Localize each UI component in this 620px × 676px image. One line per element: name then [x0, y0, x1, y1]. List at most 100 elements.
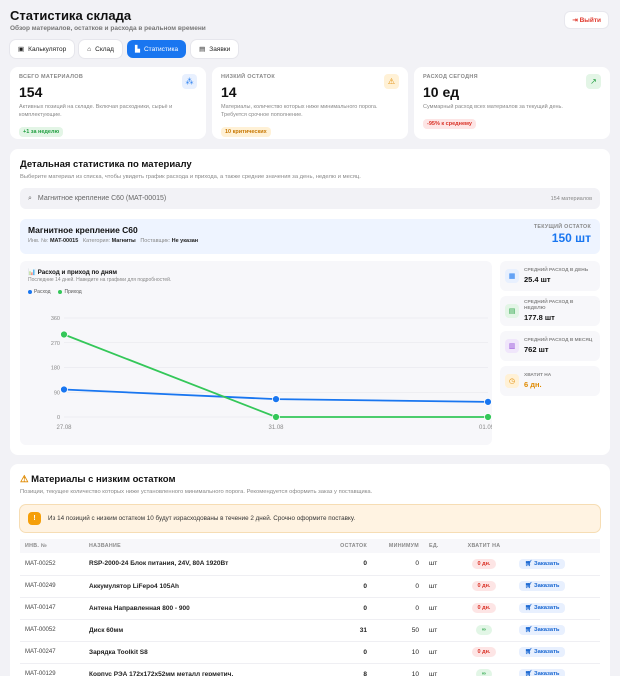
table-row[interactable]: MAT-00247 Зарядка Toolkit S8 0 10 шт 0 дн. 🛒︎ …: [20, 641, 600, 664]
clock-icon: ◷: [505, 374, 519, 388]
mini-stat-week: ▤ СРЕДНИЙ РАСХОД В НЕДЕЛЮ 177.8 шт: [500, 296, 600, 326]
stock-cell: 0: [324, 575, 372, 598]
table-row[interactable]: MAT-00052 Диск 60мм 31 50 шт ∞ 🛒︎ Заказать: [20, 619, 600, 642]
calculator-icon: ▣: [18, 46, 25, 53]
order-button[interactable]: 🛒︎ Заказать: [519, 603, 566, 613]
column-header[interactable]: НАЗВАНИЕ: [84, 539, 324, 553]
table-row[interactable]: MAT-00249 Аккумулятор LiFepo4 105Ah 0 0 шт 0 …: [20, 575, 600, 598]
action-cell: 🛒︎ Заказать: [514, 663, 600, 676]
table-row[interactable]: MAT-00129 Корпус РЭА 172x172x52мм металл …: [20, 663, 600, 676]
table-row[interactable]: MAT-00252 RSP-2000-24 Блок питания, 24V, …: [20, 553, 600, 576]
column-header[interactable]: ЕД.: [424, 539, 454, 553]
boxes-icon: ⁂: [182, 74, 197, 89]
stat-card-consumption: РАСХОД СЕГОДНЯ 10 ед Суммарный расход вс…: [414, 67, 610, 139]
table-header-row: ИНВ. № НАЗВАНИЕ ОСТАТОК МИНИМУМ ЕД. ХВАТ…: [20, 539, 600, 553]
name-cell: Зарядка Toolkit S8: [84, 641, 324, 664]
inv-cell: MAT-00247: [20, 641, 84, 664]
inv-cell: MAT-00249: [20, 575, 84, 598]
tab-statistics[interactable]: ▙ Статистика: [126, 40, 187, 58]
stat-description: Суммарный расход всех материалов за теку…: [423, 104, 563, 110]
order-button[interactable]: 🛒︎ Заказать: [519, 558, 566, 569]
logout-button[interactable]: ⇥ Выйти: [565, 12, 608, 28]
mini-stat-label: ХВАТИТ НА: [524, 373, 552, 379]
tab-bar: ▣ Калькулятор ⌂ Склад ▙ Статистика ▤ Зая…: [10, 40, 239, 58]
stock-cell: 0: [324, 641, 372, 664]
stat-pill: -95% к среднему: [423, 118, 476, 129]
order-label: Заказать: [533, 605, 560, 611]
calendar-day-icon: ▦: [505, 269, 519, 283]
cart-icon: 🛒︎: [525, 560, 534, 567]
stat-pill: 10 критических: [221, 126, 271, 137]
order-button[interactable]: 🛒︎ Заказать: [519, 647, 566, 657]
material-name: Магнитное крепление C60: [28, 225, 138, 235]
order-button[interactable]: 🛒︎ Заказать: [519, 625, 566, 635]
days-cell: 0 дн.: [454, 553, 514, 576]
page-header: Статистика склада Обзор материалов, оста…: [10, 8, 610, 36]
current-stock-label: ТЕКУЩИЙ ОСТАТОК: [533, 224, 591, 230]
days-badge: 0 дн.: [471, 647, 497, 657]
mini-stat-value: 25.4 шт: [524, 274, 551, 284]
action-cell: 🛒︎ Заказать: [514, 641, 600, 664]
column-header[interactable]: МИНИМУМ: [372, 539, 424, 553]
tab-label: Калькулятор: [28, 45, 67, 53]
calendar-week-icon: ▤: [505, 304, 519, 318]
stock-cell: 0: [324, 597, 372, 620]
name-cell: Антена Направленная 800 - 900: [84, 597, 324, 620]
order-label: Заказать: [533, 671, 560, 676]
days-cell: 0 дн.: [454, 575, 514, 598]
current-stock-value: 150 шт: [551, 231, 591, 245]
mini-stat-label: СРЕДНИЙ РАСХОД В МЕСЯЦ: [524, 338, 593, 344]
stock-cell: 0: [324, 553, 372, 576]
material-search-input[interactable]: ⌕ Магнитное крепление C60 (MAT-00015) 15…: [20, 188, 600, 209]
mini-stat-label: СРЕДНИЙ РАСХОД В НЕДЕЛЮ: [524, 300, 574, 311]
x-tick-label: 27.08: [56, 425, 72, 431]
tab-calculator[interactable]: ▣ Калькулятор: [10, 40, 75, 58]
stat-label: ВСЕГО МАТЕРИАЛОВ: [19, 74, 84, 80]
order-button[interactable]: 🛒︎ Заказать: [519, 581, 566, 591]
stat-value: 10 ед: [423, 84, 460, 100]
unit-cell: шт: [424, 597, 454, 620]
data-point: [60, 330, 68, 339]
tab-requests[interactable]: ▤ Заявки: [191, 40, 239, 58]
data-point: [60, 385, 68, 394]
mini-stat-day: ▦ СРЕДНИЙ РАСХОД В ДЕНЬ 25.4 шт: [500, 261, 600, 291]
trend-icon: ↗: [586, 74, 601, 89]
mini-stat-days-left: ◷ ХВАТИТ НА 6 дн.: [500, 366, 600, 396]
column-header[interactable]: ХВАТИТ НА: [454, 539, 514, 553]
mini-stat-label: СРЕДНИЙ РАСХОД В ДЕНЬ: [524, 268, 589, 274]
material-info-card: Магнитное крепление C60 Инв. №: MAT-0001…: [20, 219, 600, 254]
y-tick-label: 360: [51, 316, 60, 322]
warning-icon: ⚠: [384, 74, 399, 89]
legend-item-consumption[interactable]: Расход: [28, 289, 50, 295]
low-stock-section: ⚠ Материалы с низким остатком Позиции, т…: [10, 464, 610, 676]
chart-legend: Расход Приход: [28, 289, 82, 295]
order-label: Заказать: [533, 627, 560, 633]
order-button[interactable]: 🛒︎ Заказать: [519, 669, 566, 676]
days-cell: 0 дн.: [454, 641, 514, 664]
inv-cell: MAT-00052: [20, 619, 84, 642]
mini-stat-value: 762 шт: [524, 344, 549, 354]
stat-description: Активных позиций на складе. Включая расх…: [19, 104, 173, 118]
days-cell: ∞: [454, 619, 514, 642]
name-cell: Аккумулятор LiFepo4 105Ah: [84, 575, 324, 598]
warehouse-icon: ⌂: [87, 45, 92, 53]
y-tick-label: 0: [57, 415, 60, 421]
action-cell: 🛒︎ Заказать: [514, 619, 600, 642]
column-header[interactable]: ИНВ. №: [20, 539, 84, 553]
mini-stat-value: 177.8 шт: [524, 312, 555, 322]
column-header[interactable]: ОСТАТОК: [324, 539, 372, 553]
x-tick-label: 01.09: [479, 425, 492, 431]
section-subtitle: Выберите материал из списка, чтобы увиде…: [20, 174, 361, 180]
chart-plot[interactable]: 0 90 180 270 360 27.08 31.08 01.09: [20, 261, 492, 445]
data-point: [272, 413, 280, 421]
legend-item-income[interactable]: Приход: [58, 289, 82, 295]
section-title: ⚠ Материалы с низким остатком: [20, 474, 600, 485]
order-label: Заказать: [533, 560, 560, 567]
tab-warehouse[interactable]: ⌂ Склад: [79, 40, 122, 58]
table-row[interactable]: MAT-00147 Антена Направленная 800 - 900 0 0…: [20, 597, 600, 620]
mini-stat-month: ▥ СРЕДНИЙ РАСХОД В МЕСЯЦ 762 шт: [500, 331, 600, 361]
unit-cell: шт: [424, 641, 454, 664]
unit-cell: шт: [424, 663, 454, 676]
current-stock: ТЕКУЩИЙ ОСТАТОК 150 шт: [534, 224, 591, 245]
name-cell: RSP-2000-24 Блок питания, 24V, 80A 1920В…: [84, 553, 324, 576]
